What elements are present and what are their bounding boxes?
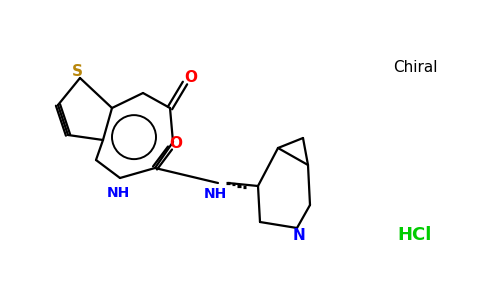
Text: O: O	[184, 70, 197, 86]
Text: O: O	[169, 136, 182, 151]
Text: S: S	[72, 64, 82, 79]
Text: N: N	[293, 229, 305, 244]
Text: HCl: HCl	[398, 226, 432, 244]
Text: Chiral: Chiral	[393, 61, 437, 76]
Text: NH: NH	[203, 187, 227, 201]
Text: NH: NH	[106, 186, 130, 200]
